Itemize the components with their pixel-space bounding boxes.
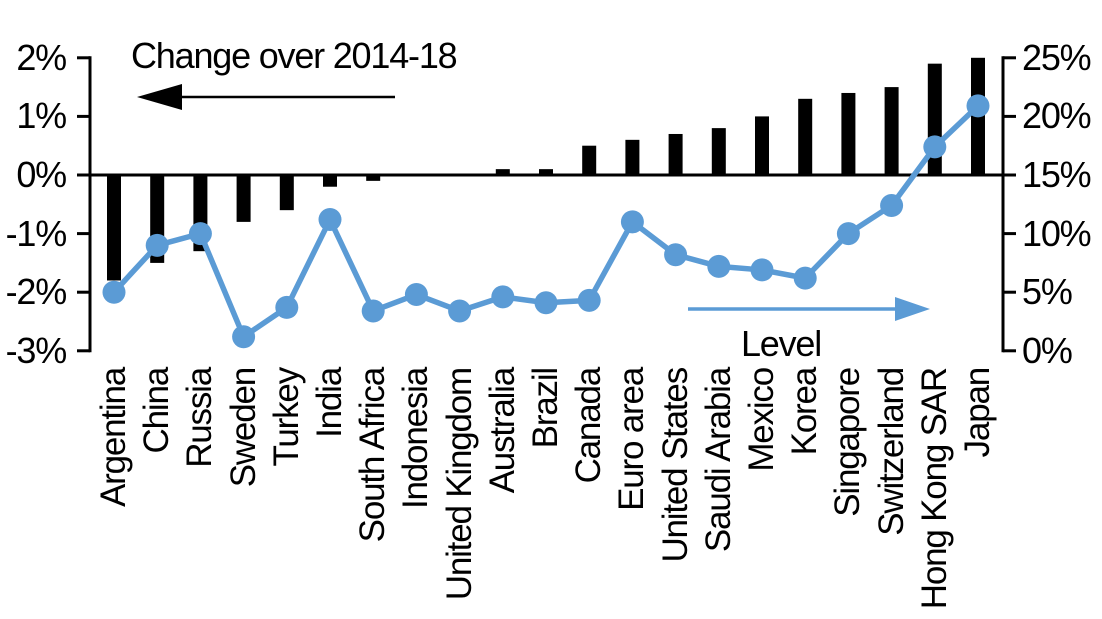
category-label-Australia: Australia <box>482 368 522 494</box>
category-label-Mexico: Mexico <box>742 368 781 472</box>
line-marker-South Africa <box>361 299 385 323</box>
bar-Mexico <box>755 116 769 175</box>
left-axis-tick-label: -2% <box>5 271 68 313</box>
line-marker-Japan <box>966 94 990 118</box>
bar-Euro area <box>625 139 640 175</box>
bar-Sweden <box>236 175 251 222</box>
bar-Brazil <box>539 169 553 175</box>
line-marker-Turkey <box>275 295 299 319</box>
bar-United States <box>668 133 683 175</box>
category-label-Japan: Japan <box>958 368 997 458</box>
category-label-Russia: Russia <box>180 368 220 468</box>
bar-Switzerland <box>884 87 899 175</box>
category-label-Argentina: Argentina <box>94 368 133 508</box>
bar-Saudi Arabia <box>711 128 726 175</box>
category-label-Brazil: Brazil <box>526 368 565 449</box>
line-marker-Korea <box>793 266 817 290</box>
line-marker-Argentina <box>102 280 126 304</box>
line-marker-Switzerland <box>880 193 904 217</box>
line-marker-China <box>145 233 169 257</box>
category-label-Canada: Canada <box>569 368 609 484</box>
left-axis-tick-label: 0% <box>16 154 67 195</box>
category-label-United Kingdom: United Kingdom <box>439 368 479 601</box>
bar-Australia <box>495 169 510 175</box>
category-label-South Africa: South Africa <box>353 368 393 543</box>
bar-India <box>323 175 337 187</box>
left-axis-tick-label: -3% <box>5 329 68 371</box>
change-arrow-left-icon <box>137 84 182 110</box>
left-axis-tick-label: 1% <box>16 95 67 137</box>
line-marker-India <box>318 208 342 232</box>
bar-South Africa <box>366 175 381 181</box>
bar-Canada <box>582 145 597 175</box>
category-label-Korea: Korea <box>785 368 825 456</box>
right-axis-tick-label: 0% <box>1022 329 1073 371</box>
right-axis-tick-label: 15% <box>1022 154 1092 195</box>
chart-title: Change over 2014-18 <box>131 35 458 76</box>
category-label-Turkey: Turkey <box>266 368 306 467</box>
line-marker-United States <box>664 243 688 267</box>
level-arrow-right-icon <box>895 297 930 321</box>
category-label-Euro area: Euro area <box>612 368 652 511</box>
right-axis-tick-label: 25% <box>1022 36 1092 78</box>
right-axis-tick-label: 5% <box>1022 271 1073 313</box>
line-marker-Canada <box>577 288 601 312</box>
bar-Korea <box>798 98 813 175</box>
left-axis-tick-label: 2% <box>16 36 67 78</box>
line-series-label: Level <box>740 323 822 364</box>
bar-Argentina <box>107 175 121 281</box>
line-marker-Hong Kong SAR <box>923 135 947 159</box>
right-axis-tick-label: 10% <box>1022 212 1092 254</box>
line-marker-Singapore <box>836 222 860 246</box>
line-marker-Euro area <box>620 210 644 234</box>
line-marker-Australia <box>491 285 515 309</box>
line-marker-United Kingdom <box>448 299 472 323</box>
bar-Turkey <box>279 175 294 211</box>
category-label-Indonesia: Indonesia <box>396 368 436 509</box>
category-label-Singapore: Singapore <box>828 368 868 517</box>
category-label-India: India <box>310 368 349 438</box>
line-marker-Mexico <box>750 258 774 282</box>
left-axis-tick-label: -1% <box>5 212 68 254</box>
line-marker-Indonesia <box>404 283 428 307</box>
category-label-Sweden: Sweden <box>223 368 263 488</box>
category-label-Switzerland: Switzerland <box>871 368 911 536</box>
category-label-China: China <box>137 368 177 454</box>
category-label-Saudi Arabia: Saudi Arabia <box>698 368 738 553</box>
line-marker-Sweden <box>232 325 256 349</box>
line-marker-Russia <box>188 222 212 246</box>
bar-Singapore <box>841 92 856 175</box>
category-label-United States: United States <box>655 368 695 563</box>
line-marker-Brazil <box>534 291 558 315</box>
line-marker-Saudi Arabia <box>707 254 731 278</box>
right-axis-tick-label: 20% <box>1022 95 1092 137</box>
category-label-Hong Kong SAR: Hong Kong SAR <box>914 368 954 610</box>
